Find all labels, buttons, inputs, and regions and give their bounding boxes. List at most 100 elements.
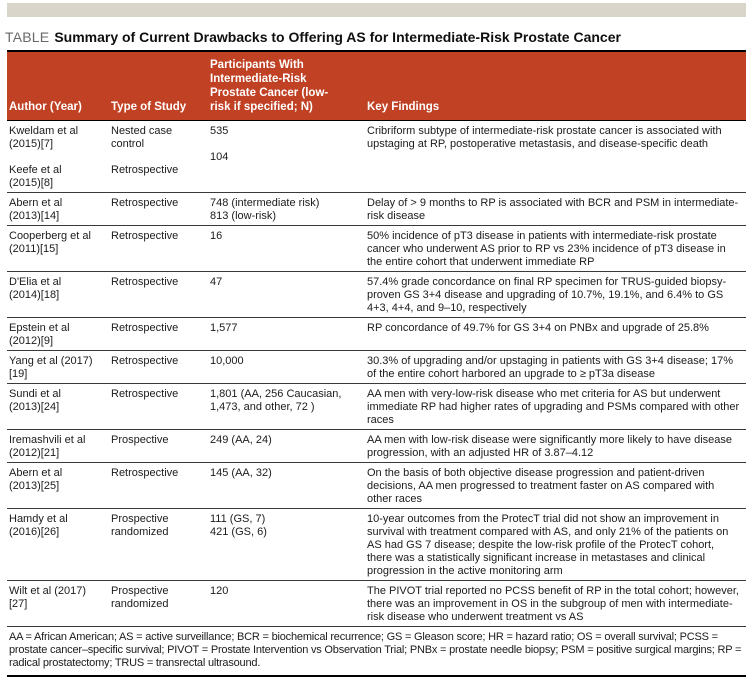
study-cell: Retrospective — [111, 197, 210, 223]
findings-cell: On the basis of both objective disease p… — [367, 467, 742, 506]
study-cell: Nested case control Retrospective — [111, 125, 210, 190]
cell-text: AA men with very-low-risk disease who me… — [367, 388, 740, 426]
findings-cell: AA men with low-risk disease were signif… — [367, 434, 742, 460]
cell-text: Kweldam et al (2015)[7] — [9, 125, 79, 150]
header-type-of-study: Type of Study — [111, 101, 187, 113]
author-cell: Iremashvili et al (2012)[21] — [9, 434, 111, 460]
cell-text: 535 — [210, 125, 229, 137]
table-top-rule — [7, 50, 746, 52]
cell-text: Yang et al (2017) [19] — [9, 355, 93, 380]
findings-cell: AA men with very-low-risk disease who me… — [367, 388, 742, 427]
table-row: Cooperberg et al (2011)[15] Retrospective… — [7, 226, 746, 272]
cell-text: Nested case control — [111, 125, 173, 150]
cell-text: Retrospective — [111, 276, 179, 288]
study-cell: Prospective randomized — [111, 513, 210, 578]
cell-text: Delay of > 9 months to RP is associated … — [367, 197, 739, 222]
header-participants: Participants With Intermediate-Risk Pros… — [210, 59, 329, 113]
findings-cell: Delay of > 9 months to RP is associated … — [367, 197, 742, 223]
study-cell: Retrospective — [111, 355, 210, 381]
cell-text: AA men with low-risk disease were signif… — [367, 434, 732, 459]
table-row: D'Elia et al (2014)[18] Retrospective 47 57… — [7, 272, 746, 318]
cell-text: 145 (AA, 32) — [210, 467, 272, 479]
participants-cell: 535 104 — [210, 125, 367, 190]
cell-text: Abern et al (2013)[14] — [9, 197, 63, 222]
author-cell: D'Elia et al (2014)[18] — [9, 276, 111, 315]
cell-text: Prospective randomized — [111, 513, 169, 538]
table-bottom-rule — [7, 675, 746, 677]
cell-text: Prospective randomized — [111, 585, 169, 610]
cell-text: 120 — [210, 585, 229, 597]
cell-text: Iremashvili et al (2012)[21] — [9, 434, 86, 459]
participants-cell: 1,801 (AA, 256 Caucasian, 1,473, and oth… — [210, 388, 367, 427]
cell-text: Hamdy et al (2016)[26] — [9, 513, 68, 538]
author-cell: Kweldam et al (2015)[7] Keefe et al (2015… — [9, 125, 111, 190]
author-cell: Abern et al (2013)[25] — [9, 467, 111, 506]
table-body: Kweldam et al (2015)[7] Keefe et al (2015… — [7, 121, 746, 627]
header-key-findings: Key Findings — [367, 101, 440, 113]
findings-cell: Cribriform subtype of intermediate-risk … — [367, 125, 742, 190]
participants-cell: 1,577 — [210, 322, 367, 348]
table-header-row: Author (Year) Type of Study Participants… — [7, 52, 746, 121]
cell-text: Retrospective — [111, 164, 179, 176]
findings-cell: 10-year outcomes from the ProtecT trial … — [367, 513, 742, 578]
table-row: Wilt et al (2017) [27] Prospective random… — [7, 581, 746, 627]
study-cell: Retrospective — [111, 388, 210, 427]
cell-text: RP concordance of 49.7% for GS 3+4 on PN… — [367, 322, 709, 334]
cell-text: Retrospective — [111, 467, 179, 479]
author-cell: Abern et al (2013)[14] — [9, 197, 111, 223]
cell-text: Retrospective — [111, 388, 179, 400]
page-top-band — [7, 3, 746, 17]
cell-text: On the basis of both objective disease p… — [367, 467, 715, 505]
findings-cell: 57.4% grade concordance on final RP spec… — [367, 276, 742, 315]
author-cell: Sundi et al (2013)[24] — [9, 388, 111, 427]
table-caption: TABLE Summary of Current Drawbacks to Off… — [5, 29, 753, 46]
participants-cell: 47 — [210, 276, 367, 315]
cell-text: D'Elia et al (2014)[18] — [9, 276, 62, 301]
participants-cell: 10,000 — [210, 355, 367, 381]
author-cell: Cooperberg et al (2011)[15] — [9, 230, 111, 269]
table-label: TABLE — [5, 29, 50, 45]
study-cell: Retrospective — [111, 276, 210, 315]
findings-cell: RP concordance of 49.7% for GS 3+4 on PN… — [367, 322, 742, 348]
author-cell: Wilt et al (2017) [27] — [9, 585, 111, 624]
cell-text: Abern et al (2013)[25] — [9, 467, 63, 492]
cell-text: 1,801 (AA, 256 Caucasian, 1,473, and oth… — [210, 388, 342, 413]
cell-text: Keefe et al (2015)[8] — [9, 164, 62, 189]
cell-text: Prospective — [111, 434, 169, 446]
table-title: Summary of Current Drawbacks to Offering… — [54, 29, 621, 45]
cell-text: Epstein et al (2012)[9] — [9, 322, 70, 347]
study-cell: Prospective randomized — [111, 585, 210, 624]
cell-text: Retrospective — [111, 355, 179, 367]
cell-text: Wilt et al (2017) [27] — [9, 585, 87, 610]
table-row: Kweldam et al (2015)[7] Keefe et al (2015… — [7, 121, 746, 193]
study-cell: Retrospective — [111, 467, 210, 506]
findings-cell: 50% incidence of pT3 disease in patients… — [367, 230, 742, 269]
author-cell: Yang et al (2017) [19] — [9, 355, 111, 381]
cell-text: Sundi et al (2013)[24] — [9, 388, 61, 413]
table-row: Epstein et al (2012)[9] Retrospective 1,57… — [7, 318, 746, 351]
participants-cell: 16 — [210, 230, 367, 269]
cell-text: 104 — [210, 151, 229, 163]
cell-text: 10-year outcomes from the ProtecT trial … — [367, 513, 729, 577]
cell-text: 249 (AA, 24) — [210, 434, 272, 446]
cell-text: Cooperberg et al (2011)[15] — [9, 230, 91, 255]
participants-cell: 111 (GS, 7) 421 (GS, 6) — [210, 513, 367, 578]
cell-text: 16 — [210, 230, 223, 242]
table-row: Abern et al (2013)[14] Retrospective 748 (… — [7, 193, 746, 226]
participants-cell: 120 — [210, 585, 367, 624]
abbreviations-footnote: AA = African American; AS = active surve… — [9, 631, 742, 669]
findings-cell: 30.3% of upgrading and/or upstaging in p… — [367, 355, 742, 381]
table-row: Yang et al (2017) [19] Retrospective 10,00… — [7, 351, 746, 384]
study-cell: Retrospective — [111, 322, 210, 348]
author-cell: Epstein et al (2012)[9] — [9, 322, 111, 348]
table-row: Abern et al (2013)[25] Retrospective 145 (… — [7, 463, 746, 509]
cell-text: 47 — [210, 276, 223, 288]
header-author-year: Author (Year) — [9, 101, 82, 113]
participants-cell: 748 (intermediate risk) 813 (low-risk) — [210, 197, 367, 223]
cell-text: The PIVOT trial reported no PCSS benefit… — [367, 585, 739, 623]
cell-text: Retrospective — [111, 197, 179, 209]
cell-text: Retrospective — [111, 230, 179, 242]
cell-text: 10,000 — [210, 355, 244, 367]
cell-text: Retrospective — [111, 322, 179, 334]
